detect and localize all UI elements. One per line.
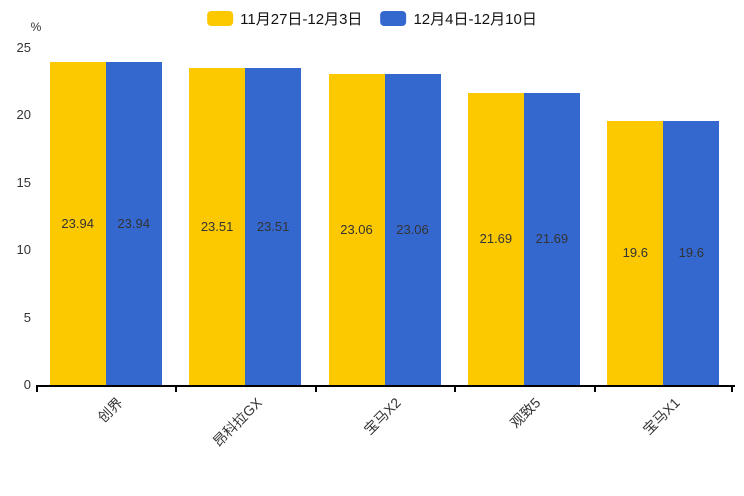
x-axis-tick	[314, 387, 317, 392]
bar-value-label: 21.69	[479, 230, 513, 246]
x-category-label: 宝马X1	[639, 394, 684, 438]
y-tick-label: 0	[23, 377, 31, 392]
x-axis-tick	[731, 387, 733, 392]
x-axis-tick	[175, 387, 178, 392]
y-tick-label: 20	[16, 107, 31, 123]
bar-宝马X1-series-1	[607, 120, 664, 385]
x-category-label: 昂科拉GX	[209, 394, 265, 450]
bar-value-label: 23.51	[256, 218, 290, 234]
bar-value-label: 23.06	[340, 221, 373, 237]
y-axis-unit-label: %	[30, 20, 42, 34]
y-tick-label: 10	[16, 242, 31, 258]
y-tick-label: 15	[16, 174, 31, 190]
legend-swatch-icon	[380, 11, 407, 26]
x-axis-line	[36, 385, 735, 387]
bar-value-label: 23.94	[61, 215, 94, 231]
bar-宝马X2-series-1	[328, 74, 385, 385]
legend-swatch-icon	[207, 11, 234, 26]
x-axis-tick	[36, 387, 38, 392]
bar-value-label: 19.6	[678, 244, 704, 260]
bar-宝马X1-series-2	[663, 120, 720, 385]
bar-创界-series-1	[49, 62, 106, 385]
bar-昂科拉GX-series-2	[245, 68, 302, 385]
y-tick-label: 5	[23, 309, 31, 325]
bar-value-label: 23.51	[200, 218, 234, 234]
x-category-label: 创界	[94, 394, 126, 426]
y-tick-label: 25	[16, 40, 31, 55]
legend-series-label: 11月27日-12月3日	[240, 11, 363, 28]
bar-value-label: 19.6	[622, 244, 648, 260]
bar-宝马X2-series-2	[384, 74, 441, 385]
bar-昂科拉GX-series-1	[189, 68, 246, 385]
bar-观致5-series-2	[523, 92, 580, 385]
chart-legend: 11月27日-12月3日 12月4日-12月10日	[207, 8, 537, 29]
legend-item-series-1: 11月27日-12月3日	[207, 8, 362, 29]
x-category-label: 观致5	[507, 394, 544, 432]
x-category-label: 宝马X2	[361, 394, 405, 438]
legend-series-label: 12月4日-12月10日	[413, 11, 537, 28]
bar-创界-series-2	[105, 62, 162, 385]
bar-value-label: 21.69	[535, 230, 569, 246]
bar-value-label: 23.06	[396, 221, 429, 237]
x-axis-tick	[454, 387, 457, 392]
bar-观致5-series-1	[467, 92, 524, 385]
legend-item-series-2: 12月4日-12月10日	[380, 8, 537, 29]
bar-value-label: 23.94	[117, 215, 150, 231]
x-axis-tick	[593, 387, 596, 392]
